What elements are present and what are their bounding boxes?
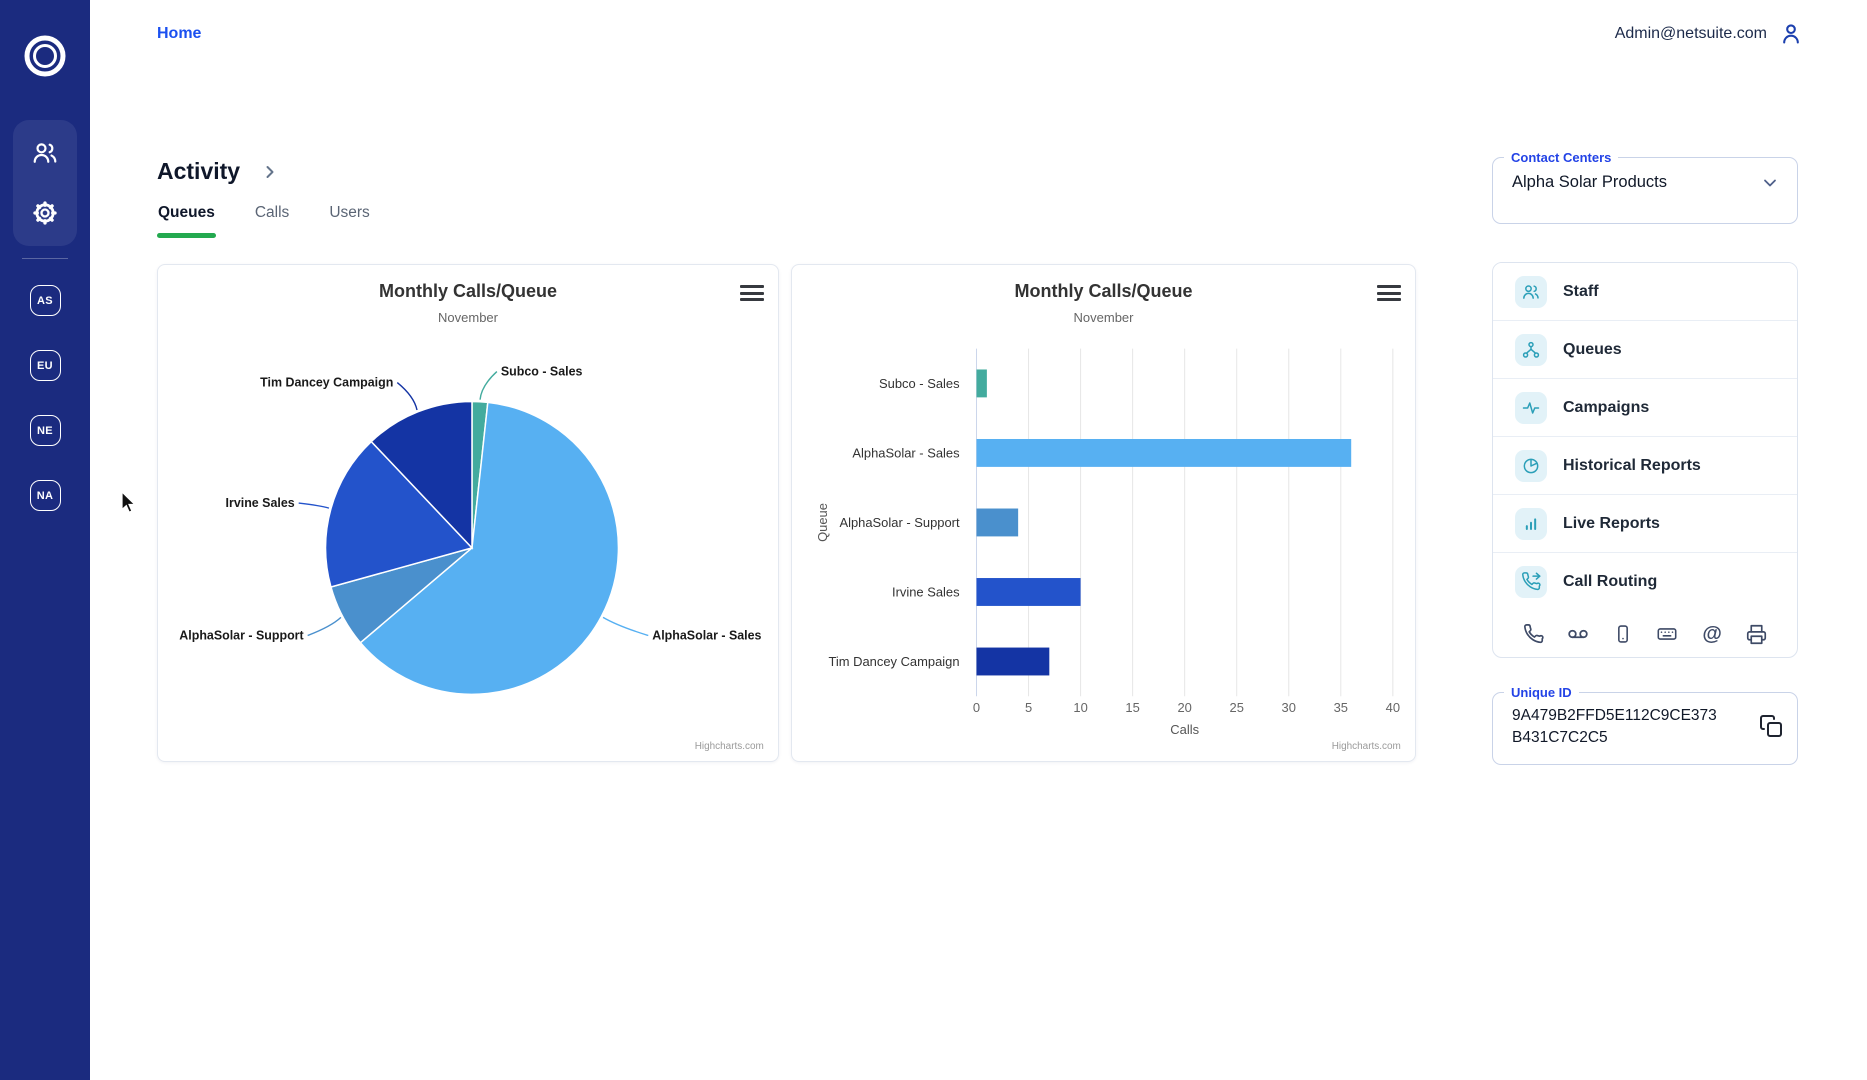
user-icon[interactable] [1779, 22, 1803, 46]
mouse-cursor [121, 490, 137, 513]
staff-icon [1515, 275, 1547, 308]
pie-chart-title: Monthly Calls/Queue [378, 281, 558, 301]
chevron-down-icon [1761, 174, 1779, 192]
tab-calls[interactable]: Calls [254, 204, 290, 238]
pie-chart: Subco - Sales AlphaSolar - Sales AlphaSola… [179, 365, 764, 752]
page-title: Activity [157, 158, 241, 184]
svg-text:20: 20 [1177, 700, 1191, 715]
people-icon [33, 143, 57, 163]
menu-item-campaigns[interactable]: Campaigns [1493, 379, 1797, 437]
pie-chart-card: Monthly Calls/Queue November Subco - Sal… [157, 264, 779, 762]
svg-text:Highcharts.com: Highcharts.com [1332, 741, 1401, 752]
svg-text:Highcharts.com: Highcharts.com [695, 741, 764, 752]
call-routing-icon [1515, 566, 1547, 598]
menu-item-call-routing[interactable]: Call Routing [1493, 553, 1797, 611]
hamburger-menu-icon[interactable] [1377, 283, 1401, 303]
tab-queues[interactable]: Queues [157, 204, 216, 238]
svg-text:30: 30 [1282, 700, 1296, 715]
menu-item-queues[interactable]: Queues [1493, 321, 1797, 379]
workspace-badge-as[interactable]: AS [29, 285, 61, 316]
chevron-right-icon[interactable] [262, 164, 278, 180]
svg-text:25: 25 [1230, 700, 1244, 715]
svg-text:AlphaSolar - Sales: AlphaSolar - Sales [852, 445, 959, 460]
sidebar-item-staff[interactable] [26, 134, 64, 172]
menu-item-label: Campaigns [1563, 398, 1650, 416]
svg-text:15: 15 [1125, 700, 1139, 715]
sidebar-item-settings[interactable] [26, 194, 64, 232]
app-logo-icon[interactable] [23, 34, 67, 78]
voicemail-icon[interactable] [1566, 622, 1590, 646]
copy-icon[interactable] [1759, 714, 1783, 741]
menu-item-historical-reports[interactable]: Historical Reports [1493, 437, 1797, 495]
svg-text:AlphaSolar - Support: AlphaSolar - Support [839, 515, 960, 530]
side-menu-panel: Staff Queues Campaigns Historical R [1492, 262, 1798, 658]
campaigns-icon [1515, 391, 1547, 424]
sidebar-divider [22, 258, 68, 259]
tab-users[interactable]: Users [328, 204, 370, 238]
account-area: Admin@netsuite.com [1615, 22, 1803, 46]
unique-id-box: Unique ID 9A479B2FFD5E112C9CE373B431C7C2… [1492, 685, 1798, 765]
menu-item-staff[interactable]: Staff [1493, 263, 1797, 321]
ring-logo-icon [24, 35, 66, 77]
bar-chart-subtitle: November [1073, 310, 1134, 325]
keyboard-icon[interactable] [1655, 622, 1679, 646]
unique-id-label: Unique ID [1511, 685, 1572, 700]
contact-centers-dropdown[interactable]: Alpha Solar Products [1493, 165, 1797, 192]
app-sidebar: AS EU NE NA [0, 0, 90, 1080]
menu-item-label: Live Reports [1563, 514, 1660, 532]
sidebar-nav-group [13, 120, 77, 246]
svg-text:Irvine Sales: Irvine Sales [892, 584, 960, 599]
svg-text:10: 10 [1073, 700, 1087, 715]
contact-centers-value: Alpha Solar Products [1512, 173, 1668, 191]
pie-chart-subtitle: November [438, 310, 498, 325]
svg-text:Calls: Calls [1170, 722, 1199, 737]
page-title-row: Activity [157, 158, 278, 185]
printer-icon[interactable] [1745, 622, 1769, 646]
workspace-badge-ne[interactable]: NE [29, 415, 61, 446]
svg-text:Tim Dancey Campaign: Tim Dancey Campaign [828, 654, 959, 669]
menu-item-label: Historical Reports [1563, 456, 1701, 474]
bar-chart: 0 5 10 15 20 25 30 35 40 Subco - Sales AlphaSolar … [815, 348, 1401, 752]
svg-text:Tim Dancey Campaign: Tim Dancey Campaign [260, 376, 393, 390]
queues-icon [1515, 333, 1547, 366]
workspace-badge-na[interactable]: NA [29, 480, 61, 511]
bar-chart-title: Monthly Calls/Queue [1014, 281, 1193, 301]
unique-id-value: 9A479B2FFD5E112C9CE373B431C7C2C5 [1512, 707, 1717, 746]
svg-text:Queue: Queue [815, 503, 830, 542]
svg-text:0: 0 [973, 700, 980, 715]
menu-item-label: Queues [1563, 340, 1622, 358]
menu-item-label: Call Routing [1563, 573, 1658, 590]
channel-icons-row: @ [1493, 611, 1797, 657]
at-icon[interactable]: @ [1700, 622, 1724, 646]
svg-text:40: 40 [1386, 700, 1400, 715]
hamburger-menu-icon[interactable] [740, 283, 764, 303]
live-reports-icon [1515, 507, 1547, 540]
svg-text:Irvine Sales: Irvine Sales [226, 496, 295, 510]
workspace-badges: AS EU NE NA [29, 285, 61, 511]
account-email: Admin@netsuite.com [1614, 25, 1767, 42]
contact-centers-label: Contact Centers [1511, 150, 1612, 165]
menu-item-label: Staff [1563, 282, 1599, 300]
svg-text:AlphaSolar - Support: AlphaSolar - Support [179, 628, 303, 642]
historical-reports-icon [1515, 449, 1547, 482]
gear-icon [33, 201, 57, 225]
svg-text:AlphaSolar - Sales: AlphaSolar - Sales [652, 628, 761, 642]
home-link[interactable]: Home [157, 25, 202, 42]
svg-text:5: 5 [1025, 700, 1032, 715]
contact-centers-select: Contact Centers Alpha Solar Products [1492, 150, 1798, 224]
menu-item-live-reports[interactable]: Live Reports [1493, 495, 1797, 553]
svg-text:Subco - Sales: Subco - Sales [501, 365, 583, 379]
svg-text:35: 35 [1334, 700, 1348, 715]
mobile-icon[interactable] [1611, 622, 1635, 646]
phone-icon[interactable] [1521, 622, 1545, 646]
bar-chart-card: Monthly Calls/Queue November 0 5 10 15 20 25 3… [791, 264, 1416, 762]
svg-text:Subco - Sales: Subco - Sales [879, 376, 960, 391]
workspace-badge-eu[interactable]: EU [29, 350, 61, 381]
activity-tabs: Queues Calls Users [157, 204, 371, 238]
